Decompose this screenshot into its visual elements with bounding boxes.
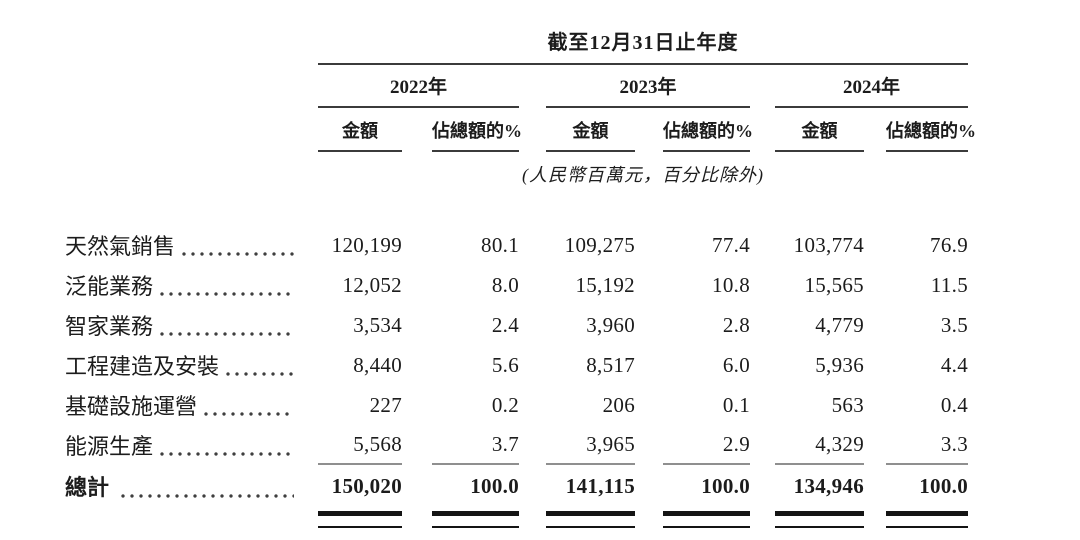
double-rule (886, 511, 968, 528)
year-header-row: 2022年 2023年 2024年 (65, 65, 968, 108)
pct-2022: 2.4 (491, 312, 519, 337)
dot-leader (160, 292, 294, 296)
pct-2023: 77.4 (712, 232, 750, 257)
row-label: 能源生產 (65, 434, 154, 459)
row-label: 泛能業務 (65, 274, 154, 299)
title-row: 截至12月31日止年度 (65, 26, 968, 65)
dot-leader (182, 252, 294, 256)
row-label-cell: 工程建造及安裝 (65, 345, 318, 385)
amount-2024: 563 (831, 392, 864, 417)
year-2023-header: 2023年 (546, 65, 750, 108)
amount-2024: 15,565 (804, 272, 864, 297)
row-label-cell: 基礎設施運營 (65, 385, 318, 425)
amount-2023: 109,275 (564, 232, 635, 257)
total-row: 總計 150,020 100.0 141,115 100.0 134,946 1… (65, 465, 968, 507)
amount-2024: 4,779 (815, 312, 864, 337)
table-row: 泛能業務 12,052 8.0 15,192 10.8 15,565 11.5 (65, 265, 968, 305)
amount-2024: 5,936 (815, 352, 864, 377)
row-label-cell: 智家業務 (65, 305, 318, 345)
pct-2022: 8.0 (491, 272, 519, 297)
column-header-row: 金額 佔總額的% 金額 佔總額的% 金額 佔總額的% (65, 108, 976, 152)
amount-2022: 120,199 (331, 232, 402, 257)
amount-header-2024: 金額 (775, 108, 864, 152)
double-rule (318, 511, 402, 528)
pct-2023: 0.1 (722, 392, 750, 417)
table-row: 智家業務 3,534 2.4 3,960 2.8 4,779 3.5 (65, 305, 968, 345)
total-pct-2022: 100.0 (470, 473, 519, 498)
total-label-cell: 總計 (65, 465, 318, 507)
pct-2023: 6.0 (722, 352, 750, 377)
pct-2024: 0.4 (940, 392, 968, 417)
amount-header-2022: 金額 (318, 108, 402, 152)
total-pct-2023: 100.0 (701, 473, 750, 498)
unit-note: (人民幣百萬元，百分比除外) (522, 165, 764, 185)
pct-header-2022: 佔總額的% (432, 108, 522, 152)
amount-2022: 227 (369, 392, 402, 417)
row-label: 基礎設施運營 (65, 394, 198, 419)
dot-leader (160, 332, 294, 336)
amount-2022: 5,568 (318, 425, 402, 465)
financial-table: 截至12月31日止年度 2022年 2023年 2024年 金額 佔總額的% 金… (65, 26, 976, 528)
table-row: 工程建造及安裝 8,440 5.6 8,517 6.0 5,936 4.4 (65, 345, 968, 385)
amount-2022: 8,440 (353, 352, 402, 377)
pct-2024: 11.5 (930, 272, 968, 297)
amount-2024: 4,329 (775, 425, 864, 465)
double-rule (432, 511, 519, 528)
pct-2022: 0.2 (491, 392, 519, 417)
pct-header-2023: 佔總額的% (663, 108, 753, 152)
amount-header-2023: 金額 (546, 108, 635, 152)
row-label: 智家業務 (65, 314, 154, 339)
year-2022-header: 2022年 (318, 65, 519, 108)
double-rule-row (65, 511, 968, 528)
amount-2023: 3,960 (586, 312, 635, 337)
dot-leader (226, 372, 294, 376)
period-title: 截至12月31日止年度 (318, 26, 968, 65)
table-row: 基礎設施運營 227 0.2 206 0.1 563 0.4 (65, 385, 968, 425)
total-amount-2024: 134,946 (793, 473, 864, 498)
double-rule (546, 511, 635, 528)
pct-2022: 3.7 (432, 425, 519, 465)
spacer (65, 187, 968, 225)
row-label-cell: 天然氣銷售 (65, 225, 318, 265)
pct-header-2024: 佔總額的% (886, 108, 976, 152)
total-amount-2023: 141,115 (565, 473, 635, 498)
pct-2024: 3.5 (940, 312, 968, 337)
pct-2022: 80.1 (481, 232, 519, 257)
total-amount-2022: 150,020 (331, 473, 402, 498)
row-label: 工程建造及安裝 (65, 354, 220, 379)
pct-2024: 4.4 (940, 352, 968, 377)
pct-2024: 3.3 (886, 425, 968, 465)
row-label: 天然氣銷售 (65, 234, 176, 259)
pct-2023: 2.8 (722, 312, 750, 337)
year-2024-header: 2024年 (775, 65, 968, 108)
dot-leader (121, 494, 294, 498)
table-row: 天然氣銷售 120,199 80.1 109,275 77.4 103,774 … (65, 225, 968, 265)
amount-2023: 8,517 (586, 352, 635, 377)
row-label-cell: 能源生產 (65, 425, 318, 465)
dot-leader (204, 412, 294, 416)
amount-2023: 206 (602, 392, 635, 417)
amount-2023: 3,965 (546, 425, 635, 465)
double-rule (775, 511, 864, 528)
amount-2024: 103,774 (793, 232, 864, 257)
amount-2022: 12,052 (342, 272, 402, 297)
amount-2023: 15,192 (575, 272, 635, 297)
unit-note-row: (人民幣百萬元，百分比除外) (65, 152, 968, 187)
row-label-cell: 泛能業務 (65, 265, 318, 305)
pct-2024: 76.9 (930, 232, 968, 257)
total-pct-2024: 100.0 (919, 473, 968, 498)
pct-2023: 2.9 (663, 425, 750, 465)
table-row: 能源生產 5,568 3.7 3,965 2.9 4,329 3.3 (65, 425, 968, 465)
total-label: 總計 (65, 475, 110, 500)
pct-2022: 5.6 (491, 352, 519, 377)
pct-2023: 10.8 (712, 272, 750, 297)
double-rule (663, 511, 750, 528)
dot-leader (160, 452, 294, 456)
amount-2022: 3,534 (353, 312, 402, 337)
